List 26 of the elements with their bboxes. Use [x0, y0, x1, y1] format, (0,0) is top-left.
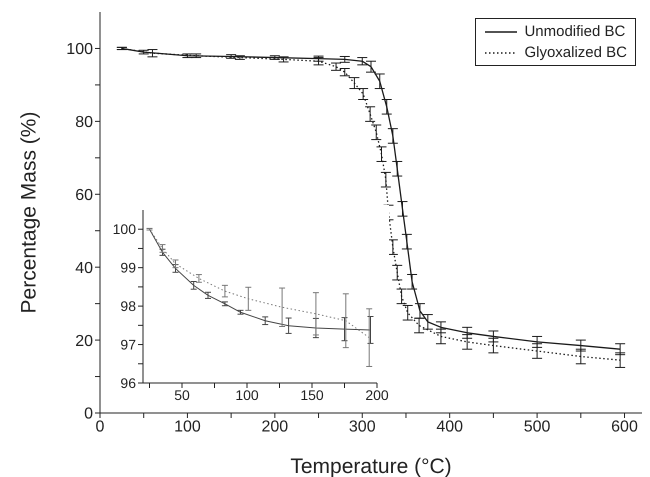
legend-label: Unmodified BC	[524, 22, 626, 42]
x-axis-title: Temperature (°C)	[290, 455, 452, 477]
x-tick-label: 150	[300, 386, 324, 403]
legend-label: Glyoxalized BC	[524, 43, 627, 63]
x-tick-label: 500	[524, 418, 551, 436]
y-tick-label: 96	[120, 374, 136, 391]
y-tick-label: 20	[75, 332, 94, 350]
x-tick-label: 50	[174, 386, 190, 403]
x-tick-label: 0	[96, 418, 105, 436]
x-tick-label: 600	[611, 418, 638, 436]
x-tick-label: 400	[436, 418, 464, 436]
x-tick-label: 200	[261, 418, 288, 436]
y-tick-label: 60	[75, 186, 94, 204]
y-tick-label: 97	[120, 336, 136, 353]
y-tick-label: 0	[84, 406, 94, 423]
x-tick-label: 100	[235, 386, 259, 403]
x-tick-label: 200	[365, 386, 389, 403]
y-tick-label: 100	[66, 41, 94, 58]
y-tick-label: 40	[75, 260, 94, 277]
y-tick-label: 80	[75, 114, 94, 132]
y-tick-label: 99	[120, 260, 136, 276]
y-tick-label: 98	[120, 298, 136, 314]
y-axis-title: Percentage Mass (%)	[17, 112, 40, 314]
x-tick-label: 300	[348, 418, 376, 436]
y-tick-label: 100	[112, 221, 136, 238]
x-tick-label: 100	[174, 418, 201, 436]
